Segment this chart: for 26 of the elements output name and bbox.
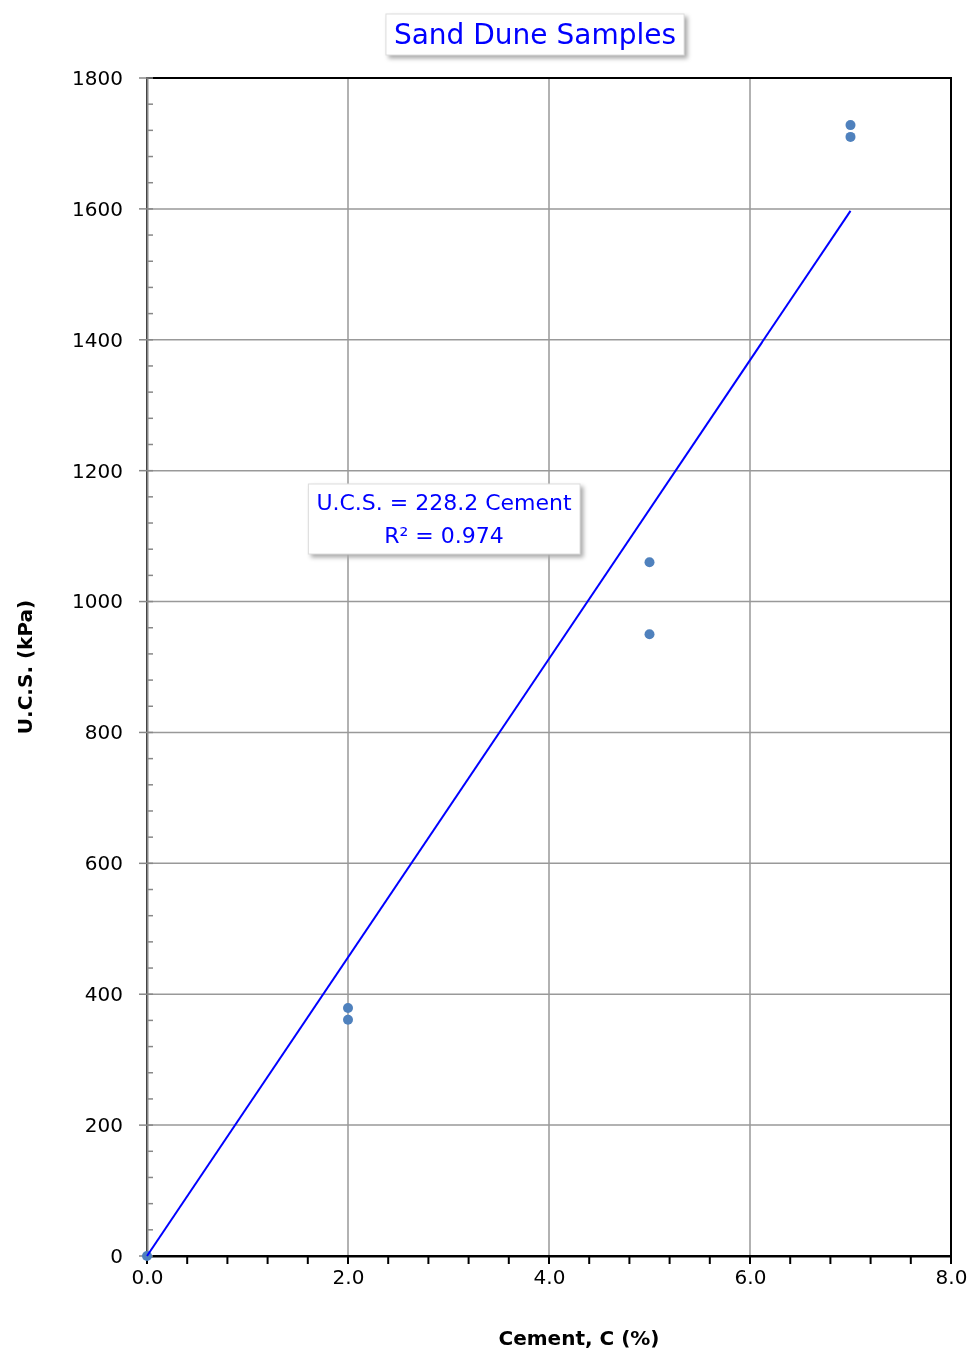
y-tick-label: 1800 (72, 65, 123, 90)
point (845, 131, 856, 142)
annotation: R² = 0.974 (384, 523, 504, 548)
y-tick-label: 0 (110, 1243, 123, 1268)
y-tick-label: 800 (84, 720, 123, 745)
y-tick-label: 1400 (72, 327, 123, 352)
chart-title: Sand Dune Samples (393, 18, 677, 51)
point (343, 1002, 353, 1013)
y-tick-label: 1000 (72, 589, 123, 614)
x-tick-label: 6.0 (734, 1265, 767, 1290)
x-tick-label: 2.0 (332, 1265, 365, 1290)
x-axis-title: Cement, C (%) (498, 1326, 660, 1350)
y-tick-label: 200 (84, 1113, 123, 1138)
x-tick-label: 4.0 (533, 1265, 566, 1290)
point (845, 120, 856, 131)
y-tick-label: 1200 (72, 458, 123, 483)
point (644, 557, 655, 568)
point (343, 1014, 353, 1025)
x-tick-label: 0.0 (131, 1265, 164, 1290)
y-tick-label: 1600 (72, 196, 123, 221)
y-tick-label: 400 (84, 982, 123, 1007)
y-tick-label: 600 (84, 851, 123, 876)
annotation: U.C.S. = 228.2 Cement (316, 490, 572, 515)
x-tick-label: 8.0 (935, 1265, 968, 1290)
point (644, 629, 655, 640)
y-axis-title: U.C.S. (kPa) (13, 599, 37, 735)
